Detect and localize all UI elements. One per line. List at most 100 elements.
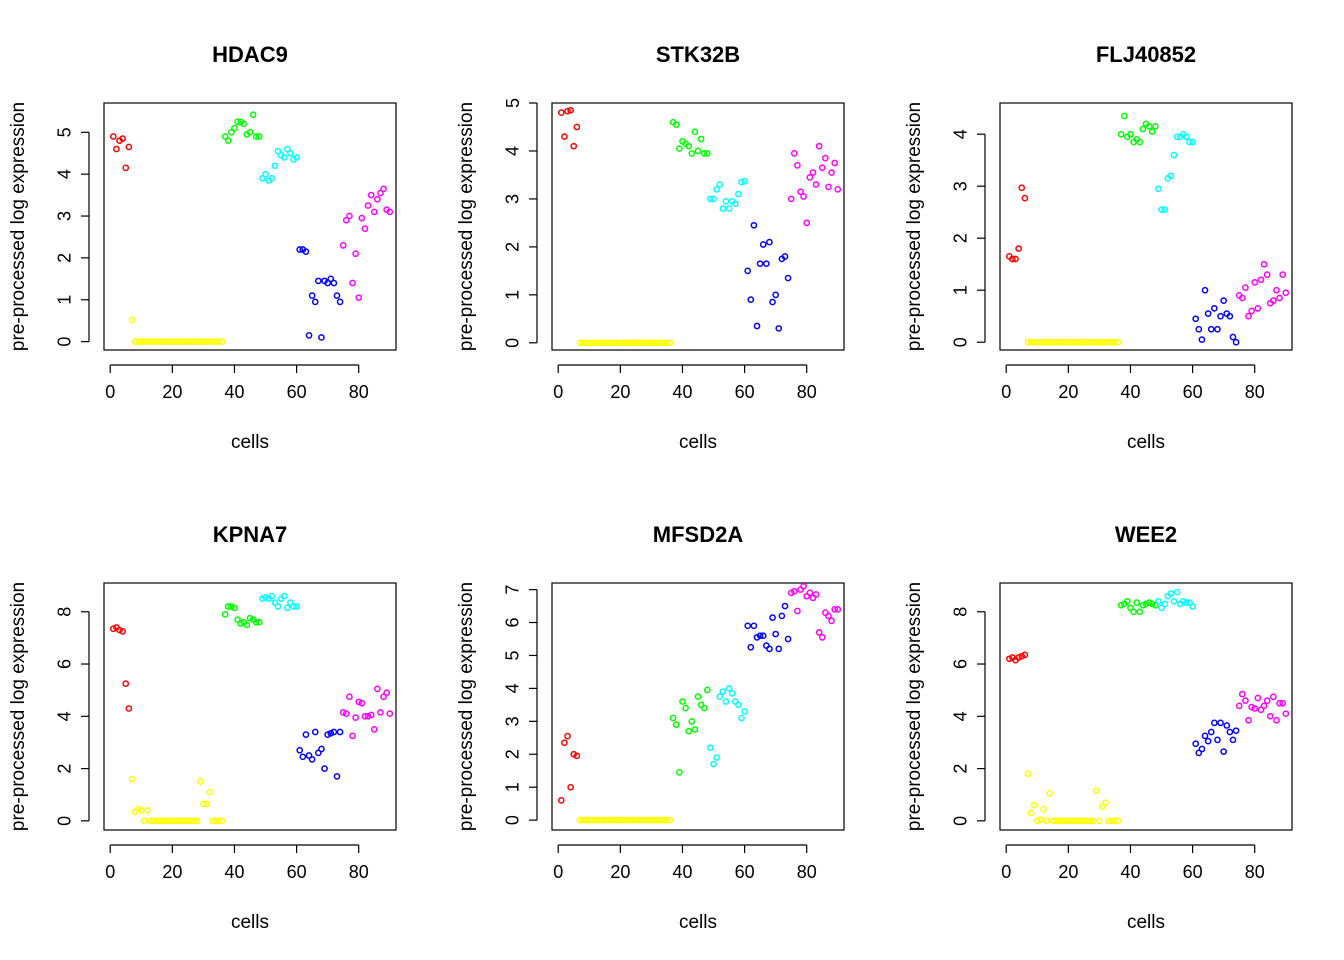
data-point <box>1061 338 1069 346</box>
data-point <box>707 744 714 752</box>
y-tick-label: 7 <box>503 585 523 595</box>
data-point <box>1195 749 1203 757</box>
data-point <box>137 338 145 345</box>
data-point <box>772 630 780 638</box>
data-point <box>651 339 658 347</box>
data-point <box>616 339 624 347</box>
y-axis-label: pre-processed log expression <box>456 102 477 351</box>
data-point <box>1238 294 1246 302</box>
data-point <box>141 338 148 345</box>
data-point <box>1235 702 1243 710</box>
data-point <box>246 614 254 622</box>
data-point <box>694 693 702 700</box>
panel-title: KPNA7 <box>213 522 288 547</box>
y-tick-label: 0 <box>951 816 971 826</box>
data-point <box>262 594 269 601</box>
data-point <box>815 142 823 150</box>
data-point <box>1080 338 1088 346</box>
data-point <box>321 765 328 772</box>
data-point <box>679 698 686 705</box>
data-point <box>193 817 201 825</box>
data-point <box>1139 125 1147 133</box>
data-point <box>1086 338 1094 346</box>
data-point <box>725 685 733 692</box>
data-point <box>324 731 332 738</box>
data-point <box>735 190 742 198</box>
data-point <box>610 816 618 824</box>
data-point <box>287 599 294 606</box>
data-point <box>607 816 615 824</box>
data-point <box>598 339 606 347</box>
data-point <box>218 817 226 825</box>
data-point <box>644 816 652 824</box>
data-point <box>800 193 807 200</box>
data-point <box>685 142 693 150</box>
data-point <box>1024 770 1032 778</box>
data-point <box>691 726 699 733</box>
data-point <box>287 149 294 157</box>
data-point <box>1242 697 1249 704</box>
data-point <box>1064 817 1072 825</box>
series-0 <box>109 133 133 172</box>
data-point <box>1170 151 1178 159</box>
data-point <box>632 816 640 824</box>
data-point <box>209 338 217 345</box>
x-axis: 0 20 40 60 80 cells <box>1001 364 1265 453</box>
data-point <box>1049 817 1057 825</box>
data-point <box>203 800 210 808</box>
data-point <box>1204 310 1212 317</box>
data-point <box>635 816 643 824</box>
plot-frame <box>551 102 845 351</box>
y-axis: 0 1 2 3 4 5 pre-processed log expression <box>456 98 538 351</box>
data-point <box>769 614 776 621</box>
data-point <box>1130 608 1137 616</box>
data-point <box>259 175 266 182</box>
y-tick-label: 3 <box>951 181 971 191</box>
data-point <box>1127 604 1134 612</box>
data-point <box>762 260 770 268</box>
data-point <box>1030 801 1038 809</box>
data-point <box>119 628 126 635</box>
data-point <box>707 195 714 203</box>
data-point <box>271 162 279 170</box>
panel-wee2: WEE2 0 20 40 60 80 cells 0 2 4 6 8 pre-processed log… <box>904 522 1293 933</box>
data-point <box>346 212 353 220</box>
data-point <box>1080 817 1088 825</box>
data-point <box>1120 112 1128 120</box>
data-point <box>676 769 683 776</box>
data-point <box>1260 260 1268 268</box>
data-point <box>1108 338 1116 346</box>
data-point <box>330 728 338 736</box>
y-tick-label: 2 <box>951 764 971 774</box>
data-point <box>1077 817 1085 825</box>
data-point <box>1037 816 1044 823</box>
data-point <box>156 817 164 825</box>
data-point <box>620 339 627 347</box>
data-point <box>1033 817 1041 825</box>
data-point <box>666 816 674 824</box>
data-point <box>1217 312 1224 320</box>
data-point <box>175 817 182 825</box>
data-point <box>200 800 207 808</box>
data-point <box>716 693 724 700</box>
data-point <box>1204 737 1212 745</box>
data-point <box>165 817 173 825</box>
data-point <box>370 726 378 733</box>
data-point <box>339 709 347 716</box>
data-point <box>383 689 391 697</box>
data-point <box>1145 123 1153 130</box>
series-0 <box>557 732 581 804</box>
panel-kpna7: KPNA7 0 20 40 60 80 cells 0 2 4 6 8 pre-processed lo… <box>8 522 397 933</box>
data-point <box>582 339 590 347</box>
data-point <box>147 817 154 825</box>
data-point <box>1117 130 1125 138</box>
data-point <box>809 169 817 176</box>
data-point <box>688 717 696 725</box>
data-point <box>206 338 213 345</box>
data-point <box>784 635 792 643</box>
data-point <box>1186 138 1193 146</box>
plot-frame <box>999 582 1293 831</box>
data-point <box>206 788 213 796</box>
series-5 <box>787 582 842 641</box>
data-point <box>794 161 801 169</box>
